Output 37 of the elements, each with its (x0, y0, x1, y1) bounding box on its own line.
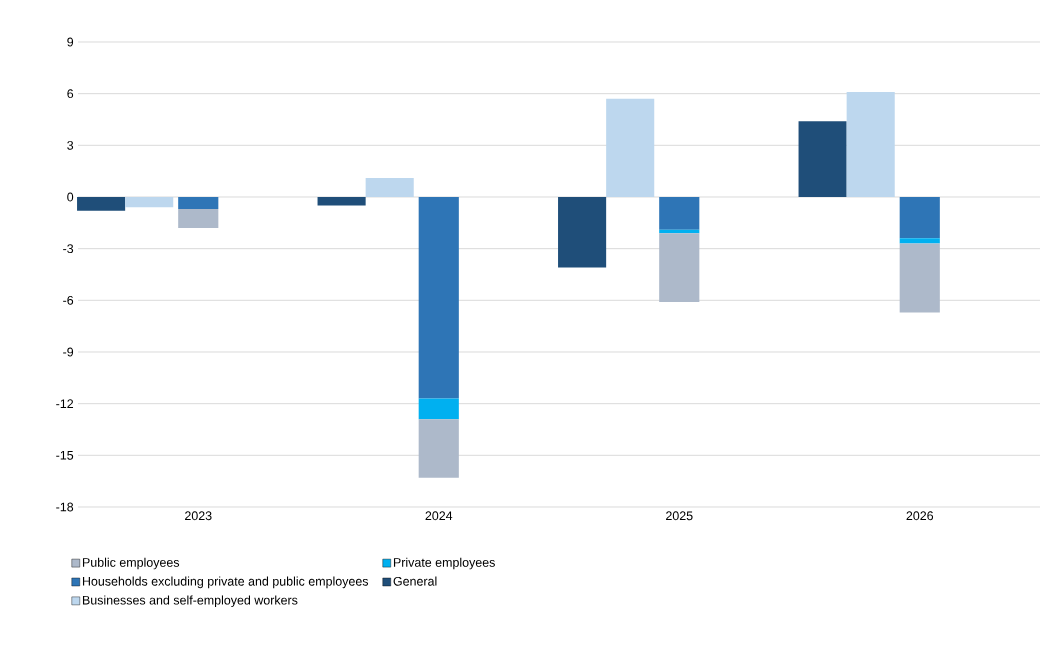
y-tick-label: -12 (56, 399, 74, 408)
y-tick-label: 9 (67, 37, 74, 47)
y-tick-label: 3 (67, 140, 74, 150)
bar (899, 196, 940, 239)
y-tick-label: 0 (67, 192, 74, 202)
legend-label: Businesses and self-employed workers (82, 595, 298, 608)
legend-label: Households excluding private and public employees (82, 576, 369, 589)
bar (846, 91, 895, 197)
y-tick-label: -18 (56, 502, 74, 512)
y-tick-label: -9 (63, 347, 74, 357)
bar (317, 196, 366, 206)
legend-label: Public employees (82, 557, 180, 570)
bar (365, 178, 414, 197)
x-tick-label: 2026 (906, 511, 934, 521)
bar (178, 196, 219, 210)
bar (659, 233, 700, 303)
y-tick-label: -15 (56, 450, 74, 460)
y-tick-label: -6 (63, 295, 74, 305)
bar (606, 98, 655, 197)
bar (178, 209, 219, 228)
bar (899, 238, 940, 244)
bar (558, 196, 607, 268)
y-tick-label: 6 (67, 89, 74, 99)
bar (659, 196, 700, 230)
bar (77, 196, 126, 211)
bar (125, 196, 174, 208)
bar (418, 398, 459, 420)
bar (418, 419, 459, 478)
x-tick-label: 2024 (425, 511, 453, 521)
bar (899, 243, 940, 313)
y-tick-label: -3 (63, 244, 74, 254)
legend-label: Private employees (393, 557, 495, 570)
bar (418, 196, 459, 399)
x-tick-label: 2023 (185, 511, 212, 521)
legend-label: General (393, 576, 437, 586)
bar (798, 121, 847, 197)
x-tick-label: 2025 (666, 511, 693, 521)
